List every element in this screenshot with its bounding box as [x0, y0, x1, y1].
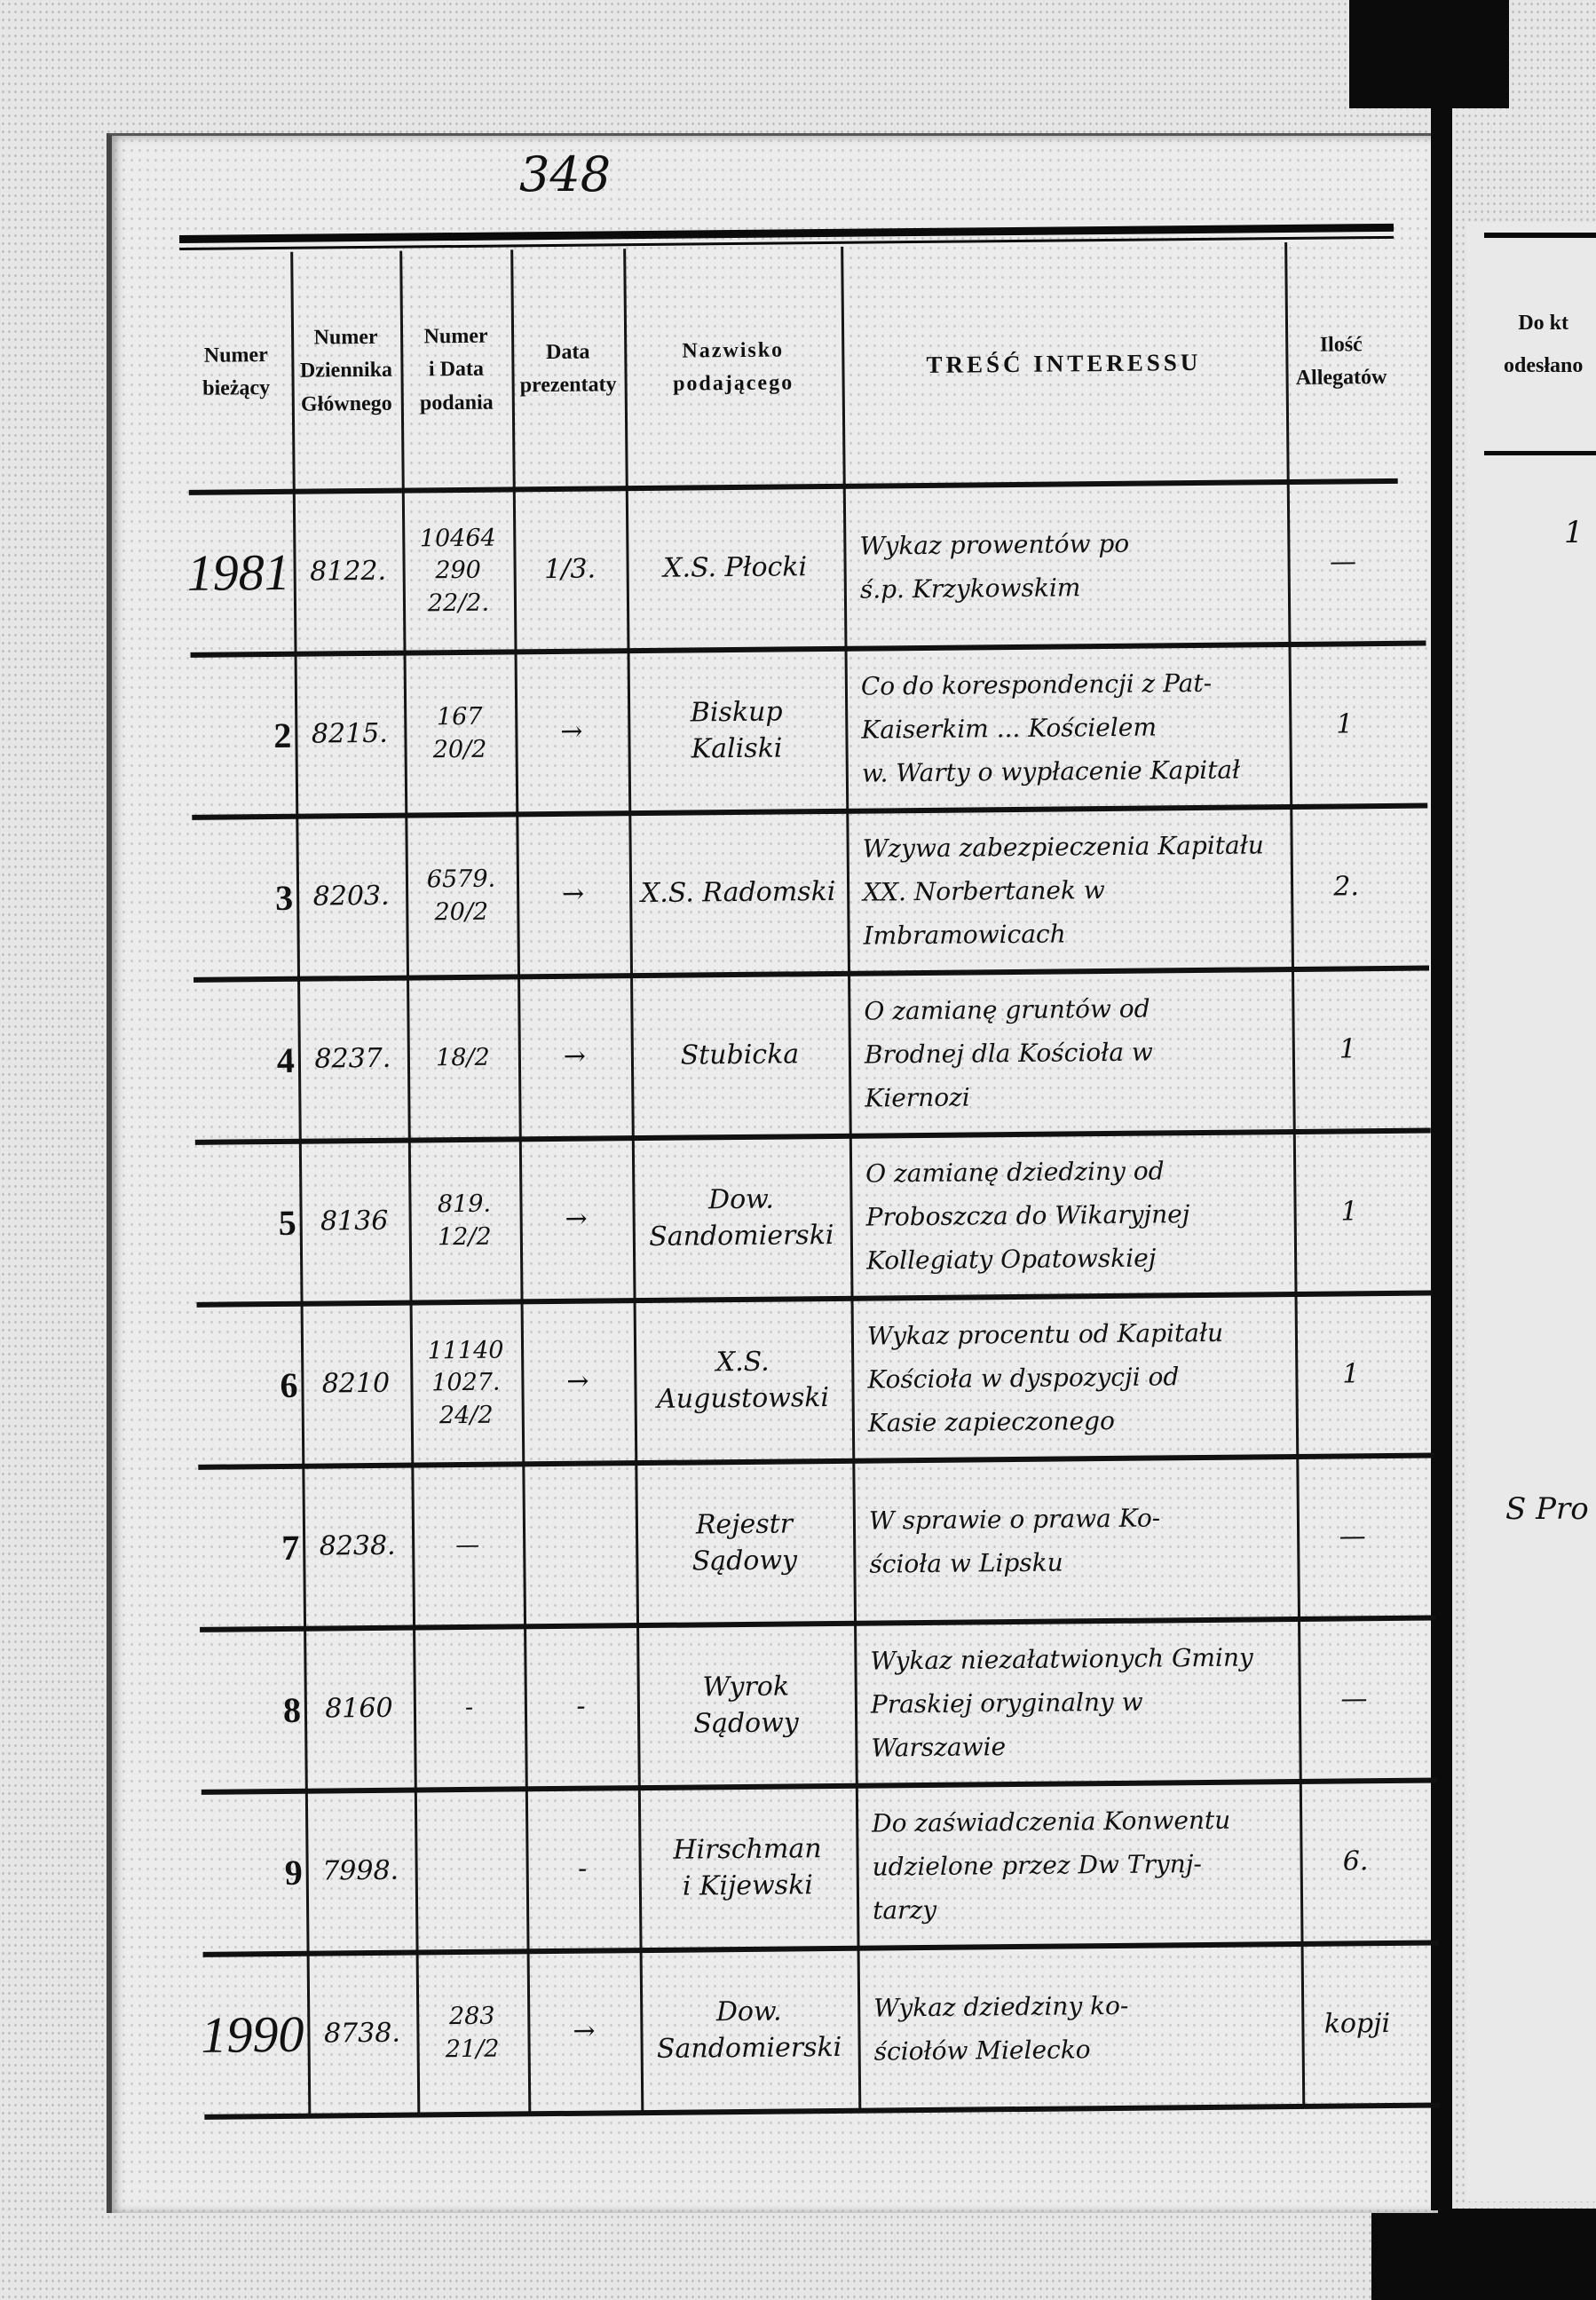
journal-number: 8160 — [325, 1693, 393, 1725]
header-numer-data-podania: Numer i Data podania — [419, 324, 494, 415]
header-tresc-interessu: TREŚĆ INTERESSU — [926, 349, 1202, 379]
submitter-name: Biskup Kaliski — [690, 696, 783, 764]
row-number: 4 — [276, 1039, 296, 1080]
header-numer-dziennika: Numer Dziennika Głównego — [299, 326, 393, 416]
row-number: 7 — [280, 1527, 300, 1568]
submitter-name: Stubicka — [680, 1039, 800, 1071]
submitter-name: X.S. Płocki — [662, 551, 808, 585]
matter-content: W sprawie o prawa Ko- ścioła w Lipsku — [868, 1502, 1161, 1579]
submission-number-date: 6579. 20/2 — [426, 865, 496, 926]
presentation-date: - — [577, 1853, 588, 1885]
submission-number-date: 283 21/2 — [445, 2002, 500, 2063]
attachments-count: — — [1329, 546, 1357, 578]
submission-number-date: - — [464, 1694, 474, 1722]
right-page-header: Do kt odesłano — [1504, 312, 1584, 377]
journal-number: 8210 — [321, 1368, 391, 1400]
scan-edge-top-right — [1349, 0, 1509, 108]
submission-number-date: — — [455, 1531, 480, 1560]
submission-number-date: 11140 1027. 24/2 — [427, 1336, 504, 1429]
presentation-date: - — [576, 1690, 586, 1723]
presentation-date: → — [566, 1365, 589, 1398]
presentation-date: → — [565, 1203, 588, 1236]
header-ilosc-allegatow: Ilość Allegatów — [1295, 333, 1387, 390]
submitter-name: Dow. Sandomierski — [649, 1183, 834, 1253]
row-number: 3 — [274, 877, 294, 918]
attachments-count: 1 — [1342, 1358, 1360, 1390]
submission-number-date: 10464 290 22/2. — [419, 524, 496, 618]
journal-number: 8203. — [312, 881, 390, 913]
matter-content: Do zaświadczenia Konwentu udzielone prze… — [872, 1805, 1231, 1925]
presentation-date: → — [573, 2015, 596, 2048]
row-number: 1990 — [201, 2005, 304, 2065]
scan-edge-bottom-right — [1371, 2209, 1596, 2300]
journal-number: 8136 — [320, 1205, 389, 1237]
attachments-count: — — [1340, 1683, 1368, 1715]
row-number: 5 — [278, 1202, 296, 1243]
submission-number-date: 167 20/2 — [432, 702, 487, 763]
presentation-date — [525, 1466, 633, 1623]
row-number: 9 — [284, 1852, 303, 1893]
page-binding-edge — [1431, 105, 1452, 2210]
submitter-name: Rejestr Sądowy — [691, 1508, 798, 1577]
attachments-count: 1 — [1340, 1196, 1358, 1228]
matter-content: Wykaz dziedziny ko- ściołów Mielecko — [873, 1990, 1129, 2067]
submitter-name: X.S. Augustowski — [657, 1346, 830, 1415]
matter-content: O zamianę gruntów od Brodnej dla Kościoł… — [864, 993, 1153, 1113]
row-number: 1981 — [186, 543, 290, 603]
journal-number: 8738. — [323, 2017, 401, 2050]
journal-number: 8122. — [310, 556, 387, 588]
matter-content: O zamianę dziedziny od Proboszcza do Wik… — [865, 1156, 1190, 1276]
right-page-entry: S Pro — [1505, 1491, 1589, 1527]
presentation-date: 1/3. — [544, 553, 597, 586]
journal-number: 8238. — [319, 1529, 396, 1562]
matter-content: Wykaz procentu od Kapitału Kościoła w dy… — [866, 1317, 1224, 1438]
row-number: 2 — [273, 715, 292, 755]
journal-number: 8237. — [314, 1043, 391, 1075]
matter-content: Wykaz niezałatwionych Gminy Praskiej ory… — [870, 1642, 1253, 1763]
presentation-date: → — [563, 1040, 587, 1073]
presentation-date: → — [561, 878, 585, 911]
attachments-count: 1 — [1336, 708, 1354, 740]
attachments-count: 2. — [1333, 871, 1360, 903]
row-number: 6 — [280, 1364, 298, 1405]
submitter-name: X.S. Radomski — [640, 876, 836, 910]
journal-number: 8215. — [311, 718, 389, 750]
attachments-count: 1 — [1339, 1033, 1357, 1065]
matter-content: Wzywa zabezpieczenia Kapitału XX. Norber… — [862, 830, 1264, 951]
right-page-top-rule — [1484, 233, 1596, 238]
submission-number-date: 18/2 — [435, 1043, 490, 1072]
header-numer-biezacy: Numer bieżący — [202, 343, 271, 400]
right-page-header-rule — [1484, 451, 1596, 455]
header-data-prezentaty: Data prezentaty — [519, 340, 617, 398]
submitter-name: Hirschman i Kijewski — [673, 1833, 822, 1902]
attachments-count: kopji — [1323, 2008, 1391, 2040]
submitter-name: Dow. Sandomierski — [656, 1996, 842, 2065]
presentation-date: → — [560, 715, 583, 748]
submission-number-date: 819. 12/2 — [437, 1190, 492, 1251]
attachments-count: 6. — [1342, 1846, 1369, 1877]
right-page: Do kt odesłano 1 S Pro — [1466, 222, 1596, 2201]
attachments-count: — — [1339, 1521, 1366, 1553]
header-nazwisko: Nazwisko podającego — [673, 338, 794, 396]
right-page-entry: 1 — [1564, 515, 1584, 550]
row-number: 8 — [282, 1689, 302, 1730]
journal-number: 7998. — [322, 1854, 399, 1887]
submission-number-date — [418, 1792, 524, 1948]
matter-content: Co do korespondencji z Pat- Kaiserkim ..… — [860, 668, 1241, 788]
page-number: 348 — [519, 146, 612, 202]
matter-content: Wykaz prowentów po ś.p. Krzykowskim — [859, 528, 1130, 605]
submitter-name: Wyrok Sądowy — [693, 1671, 799, 1740]
